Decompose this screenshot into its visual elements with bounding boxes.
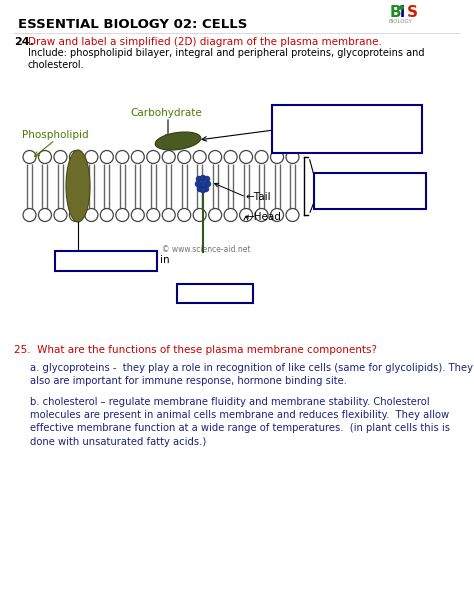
Text: a. glycoproteins -  they play a role in recognition of like cells (same for glyc: a. glycoproteins - they play a role in r… [30,363,473,386]
Circle shape [116,151,129,164]
Circle shape [209,151,222,164]
Circle shape [271,151,283,164]
Circle shape [200,181,206,187]
Text: cholesterol: cholesterol [182,288,240,298]
Circle shape [196,176,202,182]
Circle shape [116,208,129,221]
Text: Phospholipid: Phospholipid [22,130,89,140]
Circle shape [209,208,222,221]
Text: ←Tail: ←Tail [246,192,272,202]
Circle shape [271,208,283,221]
Text: 24.: 24. [14,37,34,47]
Circle shape [23,151,36,164]
Text: Carbohydrate: Carbohydrate [130,108,202,118]
Text: ESSENTIAL BIOLOGY 02: CELLS: ESSENTIAL BIOLOGY 02: CELLS [18,18,247,31]
Text: B: B [390,5,401,20]
Circle shape [100,208,113,221]
Circle shape [193,208,206,221]
Text: Include: phospholipid bilayer, integral and peripheral proteins, glycoproteins a: Include: phospholipid bilayer, integral … [28,48,425,70]
Text: Draw and label a simplified (2D) diagram of the plasma membrane.: Draw and label a simplified (2D) diagram… [28,37,382,47]
FancyBboxPatch shape [177,284,253,303]
Circle shape [69,208,82,221]
Circle shape [100,151,113,164]
Circle shape [197,186,203,192]
Text: BIOLOGY: BIOLOGY [389,19,413,24]
Circle shape [205,181,211,187]
Ellipse shape [66,150,90,222]
Circle shape [69,151,82,164]
FancyBboxPatch shape [55,251,157,271]
Circle shape [195,181,201,187]
Text: Integral protein: Integral protein [60,255,141,265]
Circle shape [85,151,98,164]
Text: ←Head: ←Head [246,212,282,222]
Circle shape [54,151,67,164]
Circle shape [162,151,175,164]
Circle shape [286,208,299,221]
Text: S: S [407,5,418,20]
Circle shape [85,208,98,221]
Circle shape [54,208,67,221]
Circle shape [255,208,268,221]
Text: i: i [400,5,405,20]
Circle shape [193,151,206,164]
Circle shape [131,208,144,221]
Text: Peripheral protein –
here a glycoprotein: Peripheral protein – here a glycoprotein [278,110,380,132]
Circle shape [224,151,237,164]
Circle shape [203,186,209,192]
Text: Phospholipid
bilayer: Phospholipid bilayer [319,178,386,200]
Text: 25.  What are the functions of these plasma membrane components?: 25. What are the functions of these plas… [14,345,377,355]
Circle shape [239,151,253,164]
Ellipse shape [155,132,201,150]
FancyBboxPatch shape [314,173,426,209]
Circle shape [147,151,160,164]
Text: © www.science-aid.net: © www.science-aid.net [162,245,250,254]
Circle shape [239,208,253,221]
Circle shape [147,208,160,221]
Text: in: in [160,255,170,265]
Circle shape [200,187,206,193]
Circle shape [38,151,52,164]
Circle shape [178,151,191,164]
FancyBboxPatch shape [272,105,422,153]
Circle shape [255,151,268,164]
Circle shape [286,151,299,164]
Circle shape [200,175,206,181]
Circle shape [178,208,191,221]
Circle shape [224,208,237,221]
Circle shape [131,151,144,164]
Circle shape [162,208,175,221]
Circle shape [38,208,52,221]
Text: b. cholesterol – regulate membrane fluidity and membrane stability. Cholesterol
: b. cholesterol – regulate membrane fluid… [30,397,450,447]
Circle shape [23,208,36,221]
Circle shape [204,176,210,182]
